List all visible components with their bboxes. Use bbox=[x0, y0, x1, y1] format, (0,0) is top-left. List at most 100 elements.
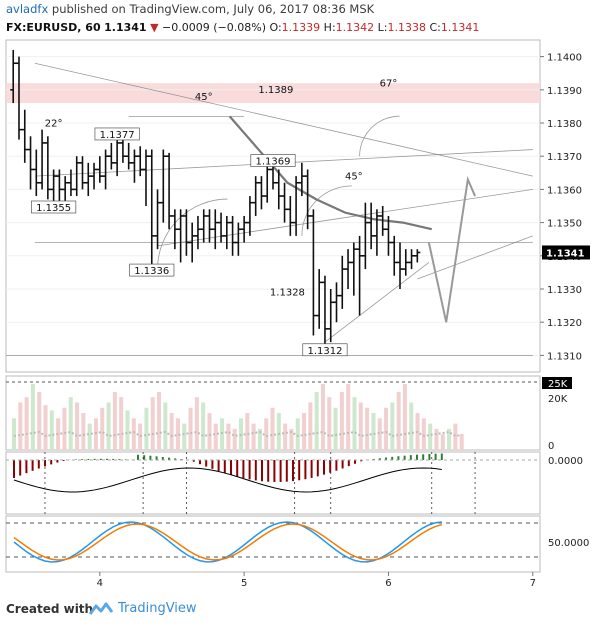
volume-bars bbox=[6, 381, 540, 450]
volume-bar bbox=[276, 413, 281, 450]
macd-pane[interactable] bbox=[5, 451, 541, 515]
macd-tick-label: 0.0000 bbox=[548, 456, 583, 467]
annotation-label: 1.1377 bbox=[100, 130, 135, 141]
stoch-k-line bbox=[13, 521, 442, 563]
volume-bar bbox=[377, 418, 382, 450]
volume-bar bbox=[157, 391, 162, 450]
volume-bar bbox=[320, 384, 325, 450]
volume-bar bbox=[125, 410, 130, 450]
footer: Created with TradingView bbox=[0, 593, 601, 627]
volume-bar bbox=[75, 402, 80, 450]
trend-line bbox=[157, 189, 533, 247]
volume-tick-label: 25K bbox=[548, 379, 568, 390]
volume-bar bbox=[12, 418, 16, 450]
price-tick-label: 1.1370 bbox=[547, 152, 582, 163]
volume-bar bbox=[371, 413, 376, 450]
time-tick-label: 7 bbox=[530, 578, 536, 589]
time-axis[interactable]: 4 5 6 7 bbox=[97, 572, 536, 589]
price-tick-label: 1.1310 bbox=[547, 351, 582, 362]
volume-bar bbox=[68, 397, 73, 450]
volume-bar bbox=[213, 423, 218, 450]
volume-bar bbox=[100, 407, 105, 450]
volume-bar bbox=[346, 384, 351, 450]
open-value: 1.1339 bbox=[281, 21, 321, 34]
tradingview-logo-icon bbox=[88, 602, 114, 615]
macd-line bbox=[13, 467, 442, 493]
volume-bar bbox=[194, 397, 199, 450]
volume-bar bbox=[352, 397, 357, 450]
volume-bar bbox=[220, 418, 225, 450]
volume-bar bbox=[428, 423, 433, 450]
published-text: published on TradingView.com, July 06, 2… bbox=[51, 2, 375, 16]
volume-bar bbox=[232, 428, 237, 450]
stoch-d-line bbox=[13, 523, 443, 561]
volume-bar bbox=[163, 402, 168, 450]
time-tick-label: 4 bbox=[97, 578, 103, 589]
stochastic-lines: 50.0000 bbox=[6, 521, 589, 563]
volume-bar bbox=[81, 413, 86, 450]
low-label: L: bbox=[377, 21, 388, 34]
symbol-name: FX:EURUSD, 60 bbox=[6, 21, 101, 34]
volume-bar bbox=[365, 407, 370, 450]
volume-bar bbox=[207, 413, 212, 450]
annotation-label: 45° bbox=[345, 171, 363, 182]
annotation-box bbox=[250, 154, 296, 167]
volume-bar bbox=[434, 428, 439, 450]
volume-bar bbox=[245, 413, 250, 450]
volume-bar bbox=[327, 397, 332, 450]
volume-bar bbox=[175, 418, 180, 450]
volume-bar bbox=[150, 397, 155, 450]
annotation-label: 1.1355 bbox=[36, 203, 71, 214]
annotation-label: 1.1312 bbox=[307, 346, 342, 357]
volume-bar bbox=[188, 407, 193, 450]
annotation-box bbox=[129, 263, 175, 277]
volume-axis: 25K 20K 0 bbox=[542, 377, 572, 452]
author-name[interactable]: avladfx bbox=[6, 2, 49, 16]
volume-bar bbox=[283, 423, 288, 450]
volume-bar bbox=[302, 413, 307, 450]
volume-bar bbox=[402, 384, 407, 450]
volume-bar bbox=[62, 407, 67, 450]
annotation-label: 22° bbox=[45, 118, 63, 129]
price-axis[interactable]: 1.1400 1.1390 1.1380 1.1370 1.1360 1.1350 1.13… bbox=[540, 53, 590, 363]
price-tick-label: 1.1330 bbox=[547, 285, 582, 296]
volume-bar bbox=[93, 418, 98, 450]
annotation-label: 1.1389 bbox=[258, 85, 293, 96]
volume-bar bbox=[43, 405, 48, 450]
close-value: 1.1341 bbox=[440, 21, 480, 34]
annotation-box bbox=[94, 127, 140, 141]
volume-bar bbox=[409, 402, 414, 450]
tradingview-brand[interactable]: TradingView bbox=[118, 601, 197, 616]
symbol-info: FX:EURUSD, 60 1.1341 ▼ −0.0009 (−0.08%) … bbox=[6, 21, 479, 34]
annotation-label: 1.1369 bbox=[256, 157, 291, 168]
time-tick-label: 6 bbox=[385, 578, 391, 589]
volume-bar bbox=[421, 418, 426, 450]
volume-bar bbox=[112, 391, 117, 450]
low-value: 1.1338 bbox=[387, 21, 427, 34]
volume-bar bbox=[30, 384, 35, 450]
price-tick-label: 1.1390 bbox=[547, 86, 582, 97]
price-tick-label: 1.1350 bbox=[547, 219, 582, 230]
open-label: O: bbox=[269, 21, 282, 34]
volume-bar bbox=[119, 397, 124, 450]
last-price-label: 1.1341 bbox=[546, 248, 585, 259]
price-tick-label: 1.1380 bbox=[547, 119, 582, 130]
annotation-box bbox=[31, 200, 77, 214]
volume-bar bbox=[333, 407, 338, 450]
volume-bar bbox=[49, 410, 54, 450]
trend-lines bbox=[6, 62, 533, 356]
volume-bar bbox=[182, 423, 187, 450]
resistance-zone bbox=[6, 83, 540, 104]
projection-path bbox=[427, 175, 476, 323]
annotation-label: 1.1336 bbox=[134, 266, 169, 277]
price-change: −0.0009 (−0.08%) bbox=[162, 21, 266, 34]
trend-line bbox=[417, 235, 533, 280]
price-tick-label: 1.1360 bbox=[547, 185, 582, 196]
volume-tick-label: 20K bbox=[548, 394, 568, 405]
fan-arc bbox=[359, 115, 400, 157]
volume-bar bbox=[384, 407, 389, 450]
volume-bar bbox=[270, 407, 275, 450]
volume-bar bbox=[390, 402, 395, 450]
volume-bar bbox=[169, 413, 174, 450]
